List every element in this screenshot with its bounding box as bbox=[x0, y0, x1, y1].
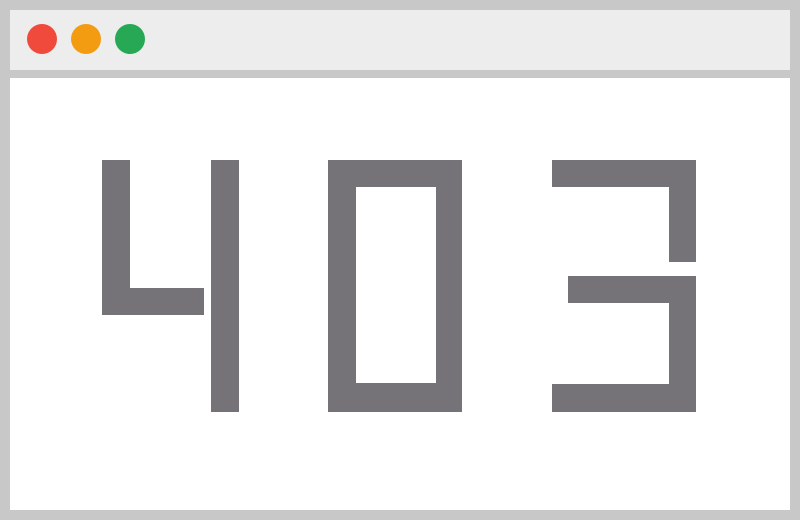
digit-0-left bbox=[328, 160, 356, 412]
page-content bbox=[10, 78, 790, 510]
error-code-403 bbox=[10, 78, 790, 510]
minimize-button[interactable] bbox=[71, 24, 101, 54]
digit-4-crossbar bbox=[102, 288, 204, 315]
digit-3-bottom bbox=[552, 384, 696, 412]
close-button[interactable] bbox=[27, 24, 57, 54]
digit-3-upper-right bbox=[669, 160, 696, 262]
maximize-button[interactable] bbox=[115, 24, 145, 54]
digit-4-right-stroke bbox=[211, 160, 239, 412]
digit-0-right bbox=[436, 160, 462, 412]
title-bar bbox=[10, 10, 790, 78]
